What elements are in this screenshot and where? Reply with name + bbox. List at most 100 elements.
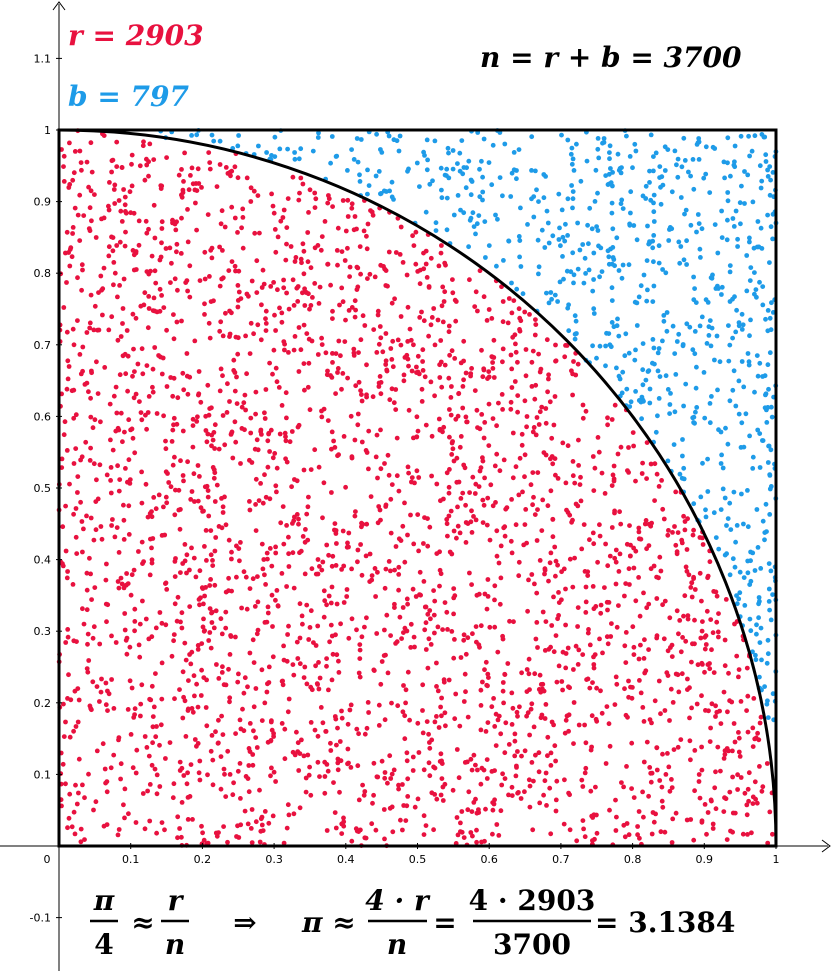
blue-point — [536, 264, 542, 270]
red-point — [61, 701, 66, 707]
blue-point — [455, 193, 461, 198]
red-point — [129, 685, 135, 691]
red-point — [262, 620, 268, 625]
scatter-points — [56, 127, 779, 849]
blue-point — [766, 443, 772, 449]
red-point — [98, 273, 104, 279]
red-point — [170, 427, 176, 433]
red-point — [98, 689, 104, 695]
red-point — [381, 807, 387, 812]
red-point — [461, 338, 467, 344]
blue-point — [763, 159, 769, 164]
red-point — [150, 389, 156, 395]
red-point — [115, 337, 121, 343]
red-point — [179, 215, 184, 221]
red-point — [722, 795, 727, 801]
red-point — [502, 776, 508, 781]
red-point — [357, 642, 363, 647]
red-point — [432, 393, 437, 399]
red-point — [72, 205, 78, 211]
red-point — [371, 792, 376, 798]
red-point — [179, 318, 184, 324]
red-point — [612, 402, 618, 408]
red-point — [175, 395, 181, 401]
red-point — [244, 371, 250, 377]
red-point — [451, 655, 457, 661]
red-point — [447, 352, 452, 358]
red-point — [723, 597, 729, 602]
red-point — [416, 750, 422, 755]
red-point — [389, 482, 395, 487]
red-point — [459, 809, 465, 814]
red-point — [234, 401, 240, 406]
red-point — [574, 838, 580, 844]
red-point — [94, 748, 100, 754]
red-point — [342, 339, 348, 344]
red-point — [269, 191, 274, 197]
blue-point — [497, 175, 503, 181]
red-point — [345, 375, 350, 381]
red-point — [115, 463, 120, 469]
red-point — [179, 765, 185, 771]
red-point — [516, 559, 522, 565]
red-point — [691, 527, 696, 533]
red-point — [364, 615, 369, 621]
blue-point — [681, 465, 687, 471]
red-point — [395, 703, 401, 709]
red-point — [374, 350, 380, 355]
red-point — [147, 818, 153, 824]
blue-point — [595, 228, 601, 233]
red-point — [699, 818, 705, 824]
red-point — [192, 693, 197, 699]
red-point — [91, 327, 97, 333]
red-point — [442, 260, 448, 266]
blue-point — [471, 224, 477, 230]
blue-point — [610, 245, 616, 250]
red-point — [73, 506, 79, 511]
red-point — [492, 597, 497, 603]
red-point — [750, 801, 756, 806]
red-point — [297, 190, 302, 196]
red-point — [239, 225, 245, 231]
red-point — [131, 346, 136, 352]
red-point — [452, 637, 457, 642]
blue-point — [727, 342, 733, 348]
blue-point — [718, 507, 724, 512]
red-point — [303, 775, 309, 781]
red-point — [609, 525, 615, 530]
red-point — [268, 738, 274, 744]
red-point — [180, 370, 186, 376]
blue-point — [466, 158, 472, 164]
red-point — [481, 767, 487, 773]
red-point — [404, 352, 410, 358]
red-point — [401, 372, 407, 378]
red-point — [163, 581, 168, 586]
red-point — [180, 473, 186, 478]
red-point — [269, 592, 275, 598]
red-point — [330, 316, 335, 321]
red-point — [410, 768, 416, 773]
blue-point — [706, 333, 712, 338]
red-point — [82, 795, 87, 801]
red-point — [359, 572, 365, 578]
blue-point — [481, 136, 487, 142]
blue-point — [572, 331, 578, 337]
red-point — [99, 536, 105, 542]
blue-point — [473, 231, 478, 237]
blue-point — [705, 456, 710, 462]
red-point — [260, 500, 266, 506]
red-point — [722, 752, 728, 757]
red-point — [476, 642, 482, 648]
red-point — [446, 513, 452, 519]
red-point — [301, 467, 307, 473]
red-point — [291, 518, 297, 524]
blue-point — [634, 323, 640, 328]
red-point — [452, 716, 458, 722]
red-point — [91, 624, 97, 630]
red-point — [233, 634, 238, 640]
red-point — [682, 519, 688, 524]
red-point — [292, 477, 297, 482]
red-point — [552, 544, 558, 550]
red-point — [161, 413, 167, 419]
blue-point — [586, 241, 591, 247]
